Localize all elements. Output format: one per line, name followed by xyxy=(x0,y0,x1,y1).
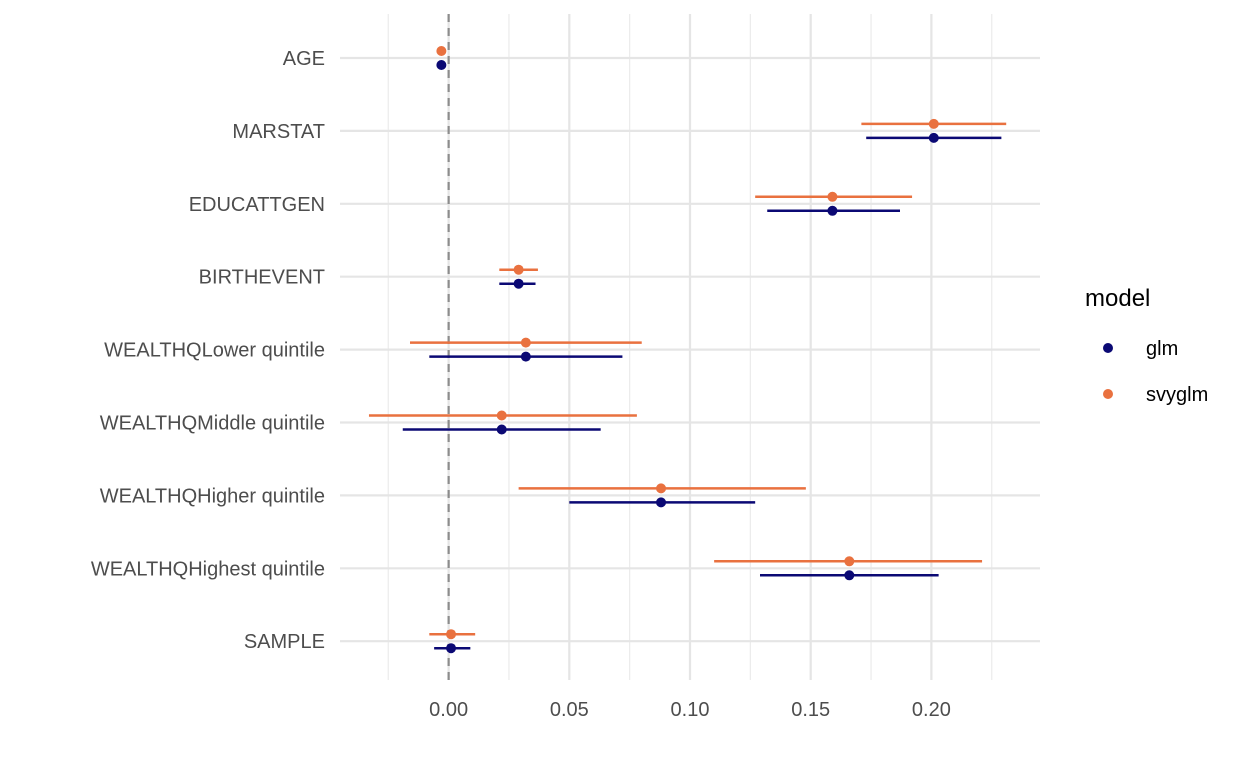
y-tick-label: WEALTHQHigher quintile xyxy=(100,485,325,507)
point-glm xyxy=(446,643,457,654)
point-glm xyxy=(520,351,531,362)
gridlines xyxy=(340,14,1040,680)
y-tick-label: SAMPLE xyxy=(244,631,325,653)
point-svyglm xyxy=(520,337,531,348)
point-glm xyxy=(436,60,447,70)
series-glm xyxy=(402,60,1002,654)
y-tick-label: WEALTHQLower quintile xyxy=(104,340,325,362)
x-tick-label: 0.15 xyxy=(791,699,830,721)
point-svyglm xyxy=(446,629,457,640)
point-glm xyxy=(844,570,855,581)
series-svyglm xyxy=(368,46,1007,640)
y-tick-label: WEALTHQMiddle quintile xyxy=(100,413,325,435)
x-tick-label: 0.05 xyxy=(550,699,589,721)
legend: model glm svyglm xyxy=(1085,285,1208,406)
point-glm xyxy=(496,424,507,435)
point-svyglm xyxy=(656,483,667,494)
point-glm xyxy=(656,497,667,508)
y-tick-label: BIRTHEVENT xyxy=(199,267,325,289)
point-glm xyxy=(513,278,524,289)
x-tick-label: 0.00 xyxy=(429,699,468,721)
legend-label-svyglm: svyglm xyxy=(1146,384,1208,406)
point-svyglm xyxy=(827,191,838,202)
point-svyglm xyxy=(496,410,507,421)
point-svyglm xyxy=(513,264,524,275)
y-tick-label: WEALTHQHighest quintile xyxy=(91,558,325,580)
point-svyglm xyxy=(844,556,855,567)
point-svyglm xyxy=(436,46,447,56)
y-tick-label: EDUCATTGEN xyxy=(189,194,325,216)
x-tick-label: 0.10 xyxy=(671,699,710,721)
y-tick-label: AGE xyxy=(283,48,325,70)
legend-title: model xyxy=(1085,285,1150,312)
point-glm xyxy=(827,205,838,216)
y-tick-label: MARSTAT xyxy=(232,121,325,143)
point-svyglm xyxy=(928,118,939,129)
x-tick-label: 0.20 xyxy=(912,699,951,721)
y-axis-labels: AGE MARSTAT EDUCATTGEN BIRTHEVENT WEALTHQLow… xyxy=(91,48,325,653)
x-axis-labels: 0.00 0.05 0.10 0.15 0.20 xyxy=(429,699,951,721)
legend-label-glm: glm xyxy=(1146,338,1178,360)
legend-key-svyglm xyxy=(1103,389,1113,399)
point-glm xyxy=(928,132,939,143)
legend-key-glm xyxy=(1103,343,1113,353)
